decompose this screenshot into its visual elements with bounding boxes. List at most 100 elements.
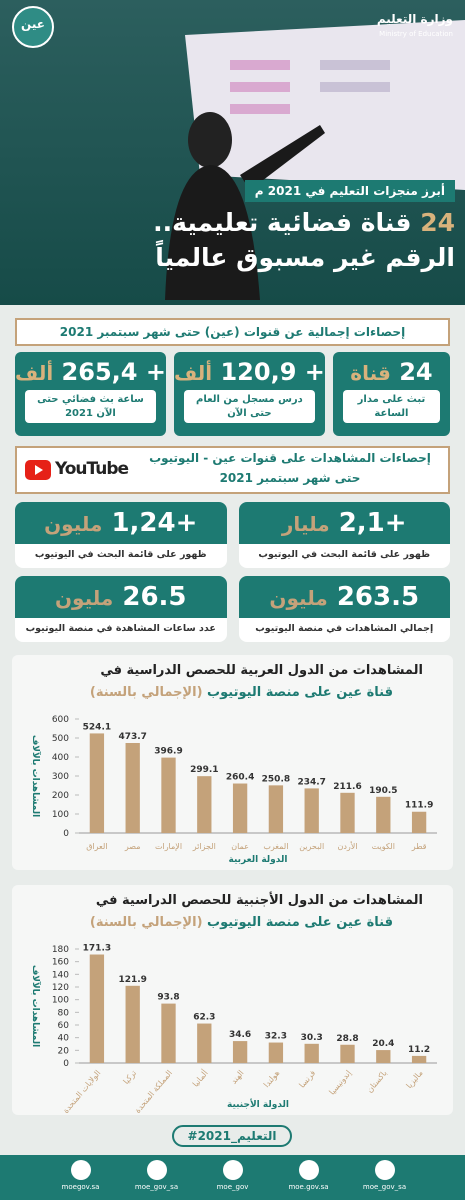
chart-title: المشاهدات من الدول العربية للحصص الدراسي… [100,663,423,678]
stat-card: 26.5 مليون عدد ساعات المشاهدة في منصة الي… [15,576,227,642]
bar [89,954,105,1063]
subtitle-text: قناة عين على منصة اليوتيوب [207,915,393,930]
bar [340,792,355,833]
chart-subtitle: قناة عين على منصة اليوتيوب (الإجمالي بال… [90,685,393,700]
section1-title: إحصاءات إجمالية عن قنوات (عين) حتى شهر س… [15,318,450,346]
value-label: 111.9 [405,801,433,811]
x-tick-label: العراق [86,842,107,851]
bar [161,1003,176,1063]
stat-value: + 265,4 ألف [15,358,166,386]
bar [232,1041,248,1063]
stat-unit: مليون [44,512,103,536]
social-item: moegov.sa [56,1155,106,1200]
chart-subtitle: قناة عين على منصة اليوتيوب (الإجمالي بال… [90,915,393,930]
x-tick-label: الإمارات [155,842,182,852]
value-label: 299.1 [190,765,218,775]
chart-panel: المشاهدات من الدول الأجنبية للحصص الدراس… [12,885,453,1115]
stat-value: 26.5 مليون [15,576,227,618]
x-tick-label: المغرب [263,842,288,851]
stat-caption: ظهور على قائمة البحث في اليوتيوب [258,549,431,560]
x-tick-label: تركيا [121,1069,138,1087]
x-axis-label: الدولة العربية [229,855,288,865]
x-tick-label: المملكة المتحدة [133,1069,174,1113]
y-tick-label: 140 [52,970,69,980]
stat-number: +2,1 [338,508,407,538]
headline-2: الرقم غير مسبوق عالمياً [155,243,455,272]
stat-card: 24 قناة تبث على مدار الساعة [332,352,450,436]
stat-card: 263.5 مليون إجمالي المشاهدات في منصة اليو… [238,576,450,642]
hero-photo [0,0,465,305]
stat-unit: قناة [350,361,391,385]
section2-cards: +2,1 مليار ظهور على قائمة البحث في اليوتي… [15,502,450,642]
value-label: 34.6 [229,1030,251,1040]
value-label: 28.8 [336,1034,358,1044]
x-axis-label: الدولة الأجنبية [227,1098,289,1110]
headline-number: 24 [420,208,455,237]
x-tick-label: إندونيسيا [327,1069,353,1098]
stat-unit: مليار [281,512,330,536]
bar [411,811,427,833]
stat-card: +2,1 مليار ظهور على قائمة البحث في اليوتي… [238,502,450,568]
stat-value: + 120,9 ألف [174,358,325,386]
y-tick-label: 0 [63,829,69,839]
value-label: 11.2 [408,1045,430,1055]
stat-card: + 120,9 ألف درس مسجل من العام حتى الآن [173,352,325,436]
stat-caption: تبث على مدار الساعة [342,390,440,423]
x-tick-label: الهند [229,1069,246,1086]
y-tick-label: 100 [52,996,69,1006]
value-label: 62.3 [193,1013,215,1023]
value-label: 20.4 [372,1039,394,1049]
y-axis-label: المشاهدات بالآلاف [30,965,42,1047]
headline-1: 24 قناة فضائية تعليمية.. [10,208,455,237]
stat-caption: ظهور على قائمة البحث في اليوتيوب [34,549,207,560]
x-tick-label: قطر [411,842,427,851]
bar [197,776,212,833]
y-axis-label: المشاهدات بالآلاف [30,735,42,817]
social-handle: moe_gov_sa [362,1183,407,1191]
y-tick-label: 160 [52,958,69,968]
x-tick-label: الكويت [372,842,395,851]
chart-panel: المشاهدات من الدول العربية للحصص الدراسي… [12,655,453,870]
value-label: 211.6 [333,782,361,792]
stat-caption: ساعة بث فضائي حتى الآن 2021 [25,390,156,423]
bar [268,785,284,833]
social-item: moe_gov_sa [360,1155,410,1200]
y-tick-label: 80 [58,1008,70,1018]
x-tick-label: البحرين [299,842,324,851]
x-tick-label: ألمانيا [190,1068,210,1089]
bar [125,985,140,1063]
y-tick-label: 500 [52,734,69,744]
youtube-logo: YouTube [55,459,129,479]
y-tick-label: 100 [52,810,69,820]
stat-unit: مليون [54,586,114,610]
stat-number: + 265,4 [61,358,166,386]
bar [268,1042,284,1063]
value-label: 473.7 [118,732,146,742]
hashtag: #التعليم_2021 [172,1125,292,1147]
bar [232,783,248,833]
x-tick-label: مصر [124,842,141,851]
value-label: 260.4 [226,773,254,783]
stat-number: 24 [399,358,433,386]
section1-cards: 24 قناة تبث على مدار الساعة + 120,9 ألف درس… [15,352,450,436]
subtitle-note: (الإجمالي بالسنة) [89,685,203,700]
social-icon [222,1160,243,1180]
ministry: وزارة التعليم [376,12,453,26]
value-label: 30.3 [301,1033,323,1043]
stat-value: 263.5 مليون [238,576,450,618]
y-tick-label: 40 [58,1034,70,1044]
value-label: 396.9 [154,747,182,757]
stat-card: +1,24 مليون ظهور على قائمة البحث في اليوت… [15,502,227,568]
chart: المشاهدات بالآلاف 0 20 40 60 80 100 120 140 160 18… [30,944,437,1113]
value-label: 171.3 [83,944,111,954]
x-tick-label: الأردن [337,841,357,851]
bar [376,796,391,833]
stat-unit: مليون [269,586,328,610]
footer: moegov.sa moe_gov_sa moe_gov moe.gov.sa moe_… [0,1155,465,1200]
y-tick-label: 200 [52,791,69,801]
value-label: 121.9 [118,975,146,985]
social-icon [70,1160,91,1180]
stat-number: + 120,9 [220,358,325,386]
chart: المشاهدات بالآلاف 0 100 200 300 400 500 600 524.… [30,715,437,865]
social-icon [298,1160,319,1180]
